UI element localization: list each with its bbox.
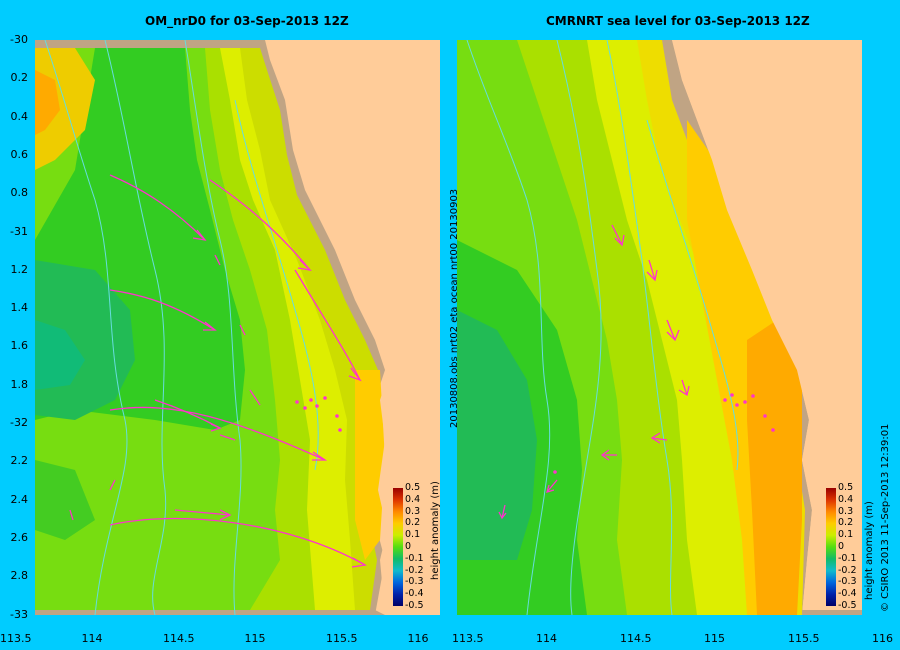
y-tick-label: 1.6 <box>10 339 29 353</box>
y-tick-label: -31 <box>10 224 28 238</box>
colorbar-tick-label: 0.1 <box>838 529 854 541</box>
x-tick-label: 113.5 <box>452 632 484 645</box>
x-tick-label: 114 <box>536 632 557 645</box>
x-tick-label: 114.5 <box>163 632 195 645</box>
right-panel-title: CMRNRT sea level for 03-Sep-2013 12Z <box>546 14 810 28</box>
y-tick-label: 1.4 <box>10 301 29 315</box>
colorbar-tick-label: 0.2 <box>838 517 854 529</box>
colorbar-tick-label: -0.1 <box>838 552 857 564</box>
y-tick-label: 1.2 <box>10 262 29 276</box>
colorbar-tick-label: -0.4 <box>838 588 857 600</box>
x-tick-label: 115 <box>244 632 266 645</box>
left-colorbar <box>393 488 403 606</box>
x-tick-label: 114.5 <box>620 632 652 645</box>
colorbar-tick-label: 0.5 <box>405 482 421 493</box>
colorbar-tick-label: 0.4 <box>405 493 421 505</box>
colorbar-tick-label: 0.2 <box>405 517 421 529</box>
right-colorbar <box>826 488 836 606</box>
colorbar-tick-label: 0 <box>838 541 845 552</box>
colorbar-tick-label: -0.3 <box>405 576 424 588</box>
colorbar-tick-label: 0.3 <box>838 505 854 517</box>
x-tick-label: 114 <box>81 632 103 645</box>
copyright-text: © CSIRO 2013 11-Sep-2013 12:39:01 <box>880 423 891 612</box>
colorbar-tick-label: -0.3 <box>838 576 857 588</box>
y-tick-label: 0.2 <box>10 71 29 85</box>
y-tick-label: 0.8 <box>10 186 29 200</box>
x-tick-label: 116 <box>872 632 893 645</box>
y-tick-label: 2.4 <box>10 492 29 506</box>
y-tick-label: 2.2 <box>10 454 29 468</box>
right-colorbar-label: height anomaly (m) <box>864 501 875 600</box>
y-tick-label: 2.8 <box>10 569 29 583</box>
y-tick-label: -30 <box>10 33 28 46</box>
x-tick-label: 113.5 <box>0 632 32 645</box>
model-info-text: 20130808.obs nrt02 eta ocean nrt00 20130… <box>449 188 460 428</box>
colorbar-tick-label: 0.4 <box>838 493 854 505</box>
colorbar-tick-label: 0.3 <box>405 505 421 517</box>
colorbar-tick-label: -0.2 <box>405 564 424 576</box>
x-tick-label: 116 <box>407 632 429 645</box>
left-map <box>35 40 440 615</box>
y-tick-label: -33 <box>10 607 28 621</box>
y-tick-label: 1.8 <box>10 377 29 391</box>
y-tick-label: 2.6 <box>10 530 29 544</box>
colorbar-tick-label: -0.1 <box>405 552 424 564</box>
y-tick-label: -32 <box>10 416 28 429</box>
colorbar-tick-label: 0.1 <box>405 529 421 541</box>
right-map <box>457 40 862 615</box>
y-tick-label: 0.6 <box>10 147 29 161</box>
x-tick-label: 115.5 <box>326 632 358 645</box>
colorbar-tick-label: -0.4 <box>405 588 424 600</box>
x-tick-label: 115.5 <box>788 632 820 645</box>
x-tick-label: 115 <box>704 632 725 645</box>
colorbar-tick-label: 0 <box>405 541 412 552</box>
left-colorbar-label: height anomaly (m) <box>430 481 441 580</box>
colorbar-tick-label: 0.5 <box>838 482 854 493</box>
colorbar-tick-label: -0.5 <box>838 600 857 611</box>
y-tick-label: 0.4 <box>10 109 29 123</box>
left-panel-title: OM_nrD0 for 03-Sep-2013 12Z <box>145 14 349 28</box>
colorbar-tick-label: -0.2 <box>838 564 857 576</box>
colorbar-tick-label: -0.5 <box>405 600 424 611</box>
